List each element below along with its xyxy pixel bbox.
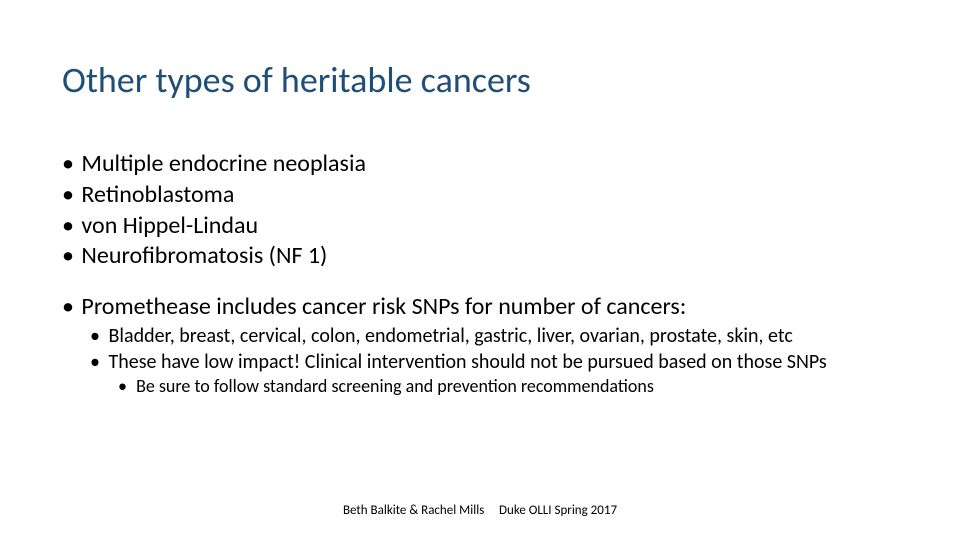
bullet-marker: • (62, 293, 76, 322)
bullet-text: Neurofibromatosis (NF 1) (76, 241, 327, 270)
bullet-marker: • (90, 350, 104, 374)
bullet-marker: • (62, 212, 76, 241)
bullet-list: • Multiple endocrine neoplasia• Retinobl… (62, 150, 898, 398)
slide-footer: Beth Balkite & Rachel Mills Duke OLLI Sp… (0, 503, 960, 518)
bullet-level-1: • Promethease includes cancer risk SNPs … (62, 293, 898, 322)
bullet-text: These have low impact! Clinical interven… (104, 350, 827, 374)
bullet-marker: • (62, 150, 76, 179)
bullet-text: Multiple endocrine neoplasia (76, 149, 366, 178)
bullet-text: von Hippel-Lindau (76, 211, 258, 240)
footer-course: Duke OLLI Spring 2017 (499, 503, 617, 518)
bullet-text: Be sure to follow standard screening and… (132, 375, 654, 397)
bullet-level-1: • Retinoblastoma (62, 181, 898, 210)
bullet-level-2: • These have low impact! Clinical interv… (90, 350, 898, 374)
slide-body: • Multiple endocrine neoplasia• Retinobl… (62, 150, 898, 400)
slide-title: Other types of heritable cancers (62, 58, 531, 102)
spacer (62, 273, 898, 293)
bullet-text: Bladder, breast, cervical, colon, endome… (104, 324, 793, 348)
bullet-level-1: • Neurofibromatosis (NF 1) (62, 242, 898, 271)
bullet-marker: • (62, 181, 76, 210)
footer-authors: Beth Balkite & Rachel Mills (343, 503, 484, 518)
bullet-marker: • (62, 242, 76, 271)
bullet-text: Promethease includes cancer risk SNPs fo… (76, 292, 686, 321)
bullet-level-1: • Multiple endocrine neoplasia (62, 150, 898, 179)
bullet-marker: • (118, 376, 132, 398)
bullet-text: Retinoblastoma (76, 180, 234, 209)
slide: Other types of heritable cancers • Multi… (0, 0, 960, 540)
bullet-level-3: • Be sure to follow standard screening a… (118, 376, 898, 398)
bullet-level-2: • Bladder, breast, cervical, colon, endo… (90, 324, 898, 348)
bullet-marker: • (90, 324, 104, 348)
bullet-level-1: • von Hippel-Lindau (62, 212, 898, 241)
